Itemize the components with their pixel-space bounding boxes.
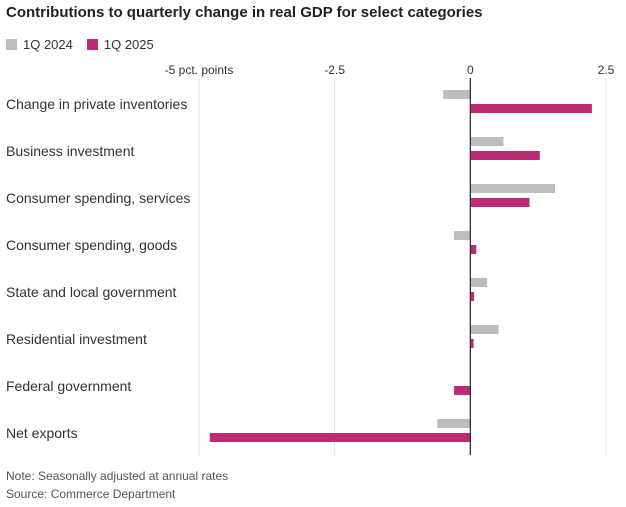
legend: 1Q 2024 1Q 2025 [6,37,154,52]
bar-1q-2024 [454,231,471,240]
tick-label: 2.5 [598,63,615,77]
bar-1q-2025 [470,339,474,348]
tick-label: -5 pct. points [165,63,234,77]
category-label: Net exports [6,425,78,441]
tick-label: -2.5 [324,63,345,77]
bar-1q-2024 [470,184,555,193]
bar-1q-2024 [470,137,504,146]
source: Source: Commerce Department [6,487,176,501]
tick-label: 0 [467,63,474,77]
bar-1q-2025 [470,104,592,113]
legend-swatch [86,39,98,50]
bar-1q-2024 [470,278,488,287]
bar-1q-2024 [437,419,471,428]
legend-swatch [6,39,17,50]
bar-1q-2024 [470,325,499,334]
bar-1q-2025 [470,245,477,254]
legend-item-1q-2025: 1Q 2025 [86,37,154,52]
bar-1q-2025 [470,198,530,207]
bar-1q-2025 [470,151,540,160]
bar-1q-2025 [454,386,471,395]
bar-1q-2024 [443,90,471,99]
category-label: State and local government [6,284,177,300]
category-label: Consumer spending, goods [6,237,177,253]
category-label: Consumer spending, services [6,190,190,206]
chart-title: Contributions to quarterly change in rea… [6,4,483,21]
legend-label: 1Q 2024 [23,37,73,52]
legend-label: 1Q 2025 [103,37,154,52]
category-label: Residential investment [6,331,147,347]
category-label: Business investment [6,143,135,159]
note: Note: Seasonally adjusted at annual rate… [6,469,229,483]
bar-1q-2025 [470,292,475,301]
bar-1q-2025 [209,433,471,442]
legend-item-1q-2024: 1Q 2024 [6,37,73,52]
category-label: Federal government [6,378,131,394]
category-label: Change in private inventories [6,96,187,112]
